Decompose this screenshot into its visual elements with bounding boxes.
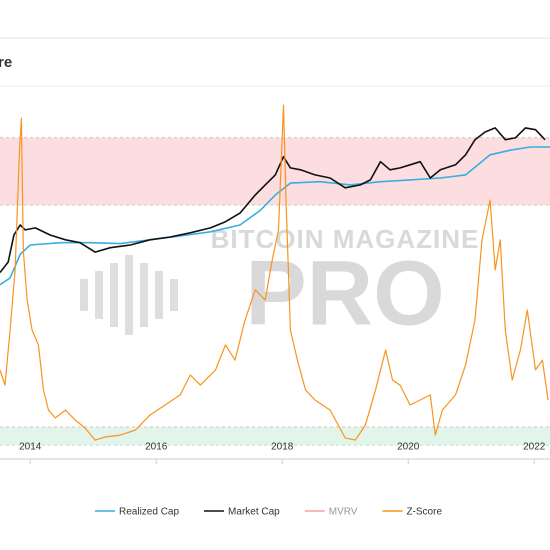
x-tick-label: 2016 bbox=[145, 442, 168, 453]
watermark-logo bbox=[80, 279, 88, 311]
series-line bbox=[0, 104, 549, 441]
series-line bbox=[0, 127, 546, 273]
watermark-logo bbox=[110, 263, 118, 327]
legend-label[interactable]: Realized Cap bbox=[119, 507, 179, 518]
watermark-logo bbox=[140, 263, 148, 327]
x-tick-label: 2022 bbox=[523, 442, 546, 453]
chart-title: re bbox=[0, 54, 12, 71]
watermark: BITCOIN MAGAZINE bbox=[211, 224, 480, 254]
zone-band bbox=[0, 426, 550, 446]
zone-band bbox=[0, 137, 550, 206]
x-tick-label: 2014 bbox=[19, 442, 42, 453]
watermark-logo bbox=[155, 271, 163, 319]
watermark: PRO bbox=[245, 242, 444, 344]
x-tick-label: 2018 bbox=[271, 442, 294, 453]
legend-label[interactable]: Market Cap bbox=[228, 507, 280, 518]
series-line bbox=[0, 146, 550, 286]
watermark-logo bbox=[170, 279, 178, 311]
legend-label[interactable]: Z-Score bbox=[406, 507, 442, 518]
legend-label[interactable]: MVRV bbox=[329, 507, 358, 518]
watermark-logo bbox=[125, 255, 133, 335]
watermark-logo bbox=[95, 271, 103, 319]
x-tick-label: 2020 bbox=[397, 442, 420, 453]
